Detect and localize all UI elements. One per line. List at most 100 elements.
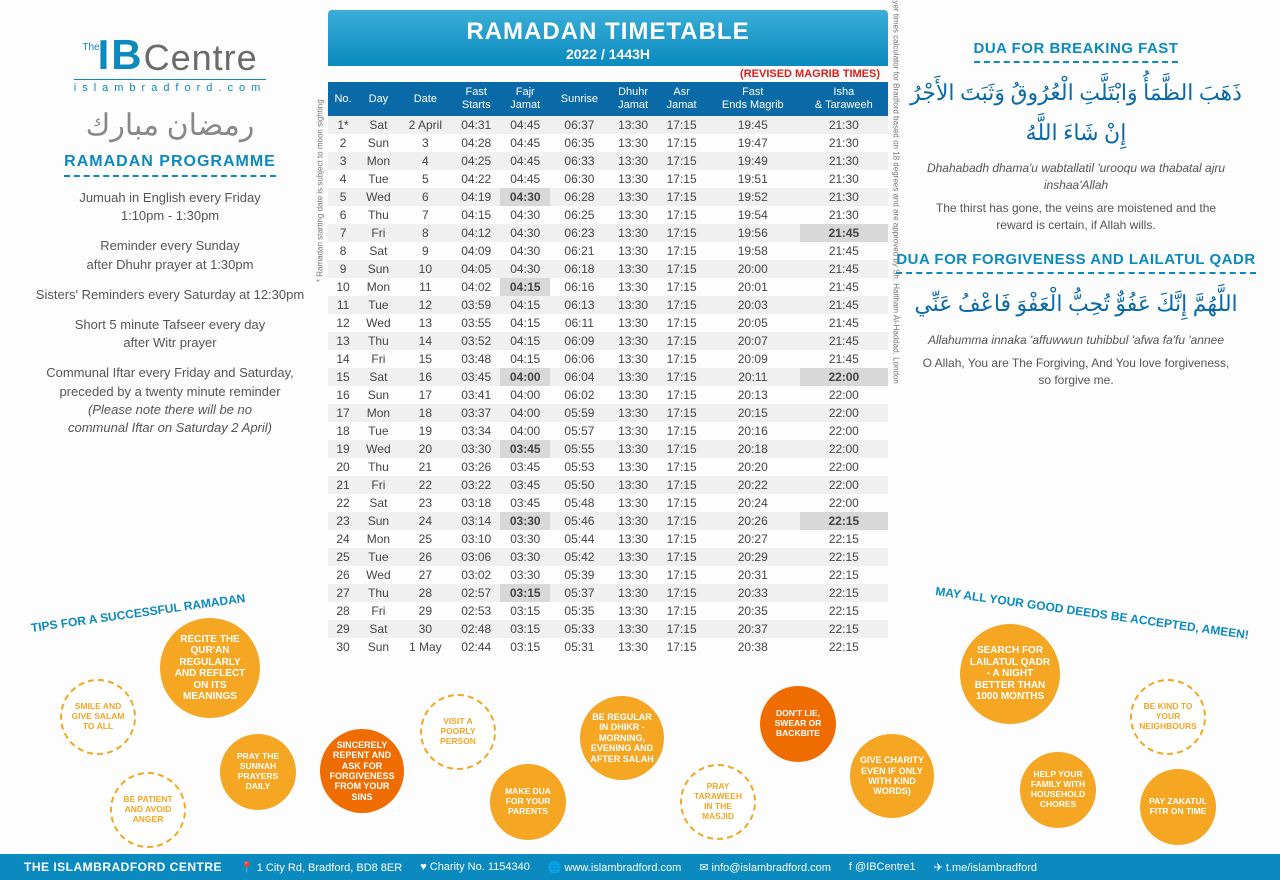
table-cell: Sat [358,242,399,260]
table-row: 22Sat2303:1803:4505:4813:3017:1520:2422:… [328,494,888,512]
table-cell: 20 [399,440,452,458]
table-cell: 17:15 [657,170,706,188]
programme-item: Communal Iftar every Friday and Saturday… [20,364,320,437]
footer-charity: ♥Charity No. 1154340 [420,861,530,873]
table-cell: 28 [399,584,452,602]
telegram-icon: ✈ [934,862,943,874]
table-cell: 04:28 [452,134,501,152]
table-cell: 04:15 [500,296,549,314]
footer-address: 📍1 City Rd, Bradford, BD8 8ER [240,861,402,874]
table-cell: 22:00 [800,458,888,476]
table-cell: 1* [328,116,358,134]
table-cell: Tue [358,548,399,566]
table-cell: 20:16 [706,422,800,440]
table-cell: 29 [399,602,452,620]
table-cell: 22:00 [800,386,888,404]
table-cell: 15 [328,368,358,386]
table-cell: 21:30 [800,134,888,152]
table-row: 16Sun1703:4104:0006:0213:3017:1520:1322:… [328,386,888,404]
table-cell: 13:30 [609,548,658,566]
table-cell: 19:58 [706,242,800,260]
table-cell: 06:06 [550,350,609,368]
table-cell: 06:23 [550,224,609,242]
table-row: 8Sat904:0904:3006:2113:3017:1519:5821:45 [328,242,888,260]
table-row: 6Thu704:1504:3006:2513:3017:1519:5421:30 [328,206,888,224]
table-cell: 17:15 [657,512,706,530]
table-cell: 21:30 [800,170,888,188]
table-cell: 05:46 [550,512,609,530]
table-cell: Fri [358,350,399,368]
table-cell: 04:45 [500,170,549,188]
table-cell: 06:37 [550,116,609,134]
table-cell: 05:55 [550,440,609,458]
table-cell: 23 [399,494,452,512]
table-cell: 17:15 [657,548,706,566]
table-header-cell: FajrJamat [500,82,549,116]
dua-breaking-translit: Dhahabadh dhama'u wabtallatil 'urooqu wa… [896,160,1256,194]
table-cell: 17:15 [657,494,706,512]
table-cell: 6 [399,188,452,206]
table-cell: 03:37 [452,404,501,422]
table-cell: 17 [399,386,452,404]
table-cell: Mon [358,152,399,170]
table-cell: 11 [399,278,452,296]
table-cell: 04:15 [500,332,549,350]
table-cell: 17:15 [657,116,706,134]
table-cell: 03:02 [452,566,501,584]
table-cell: 05:35 [550,602,609,620]
table-cell: 17:15 [657,530,706,548]
table-cell: 22:15 [800,548,888,566]
table-cell: 05:39 [550,566,609,584]
table-cell: 20:26 [706,512,800,530]
tips-section: TIPS FOR A SUCCESSFUL RAMADAN MAY ALL YO… [20,624,1260,854]
table-cell: 17:15 [657,224,706,242]
table-cell: 13:30 [609,242,658,260]
table-cell: 22:00 [800,368,888,386]
table-cell: 20:18 [706,440,800,458]
table-cell: 13:30 [609,440,658,458]
table-cell: 16 [328,386,358,404]
table-cell: 17:15 [657,314,706,332]
table-cell: 15 [399,350,452,368]
table-cell: 13:30 [609,386,658,404]
tip-bubble: PAY ZAKATUL FITR ON TIME [1140,769,1216,845]
footer-title: THE ISLAMBRADFORD CENTRE [24,860,222,874]
table-cell: 17:15 [657,422,706,440]
table-cell: 03:45 [500,458,549,476]
dua-breaking-english: The thirst has gone, the veins are moist… [896,200,1256,234]
table-cell: 5 [399,170,452,188]
table-cell: 06:09 [550,332,609,350]
table-cell: 13:30 [609,566,658,584]
table-cell: 03:14 [452,512,501,530]
table-cell: 19:54 [706,206,800,224]
table-cell: 04:30 [500,242,549,260]
dua-breaking-arabic: ذَهَبَ الظَّمَأُ وَابْتَلَّتِ الْعُرُوقُ… [896,73,1256,152]
left-column: The I B Centre islambradford.com رمضان م… [20,10,320,632]
table-cell: 22:00 [800,476,888,494]
table-cell: 20:05 [706,314,800,332]
table-cell: 17:15 [657,404,706,422]
table-cell: 20:29 [706,548,800,566]
table-row: 27Thu2802:5703:1505:3713:3017:1520:3322:… [328,584,888,602]
table-cell: 22:00 [800,440,888,458]
table-row: 18Tue1903:3404:0005:5713:3017:1520:1622:… [328,422,888,440]
table-cell: 13:30 [609,476,658,494]
table-cell: Fri [358,476,399,494]
revised-note: (REVISED MAGRIB TIMES) [328,66,888,82]
table-cell: 13:30 [609,188,658,206]
table-cell: 19 [328,440,358,458]
table-cell: 8 [328,242,358,260]
table-cell: 21:45 [800,296,888,314]
table-cell: 06:28 [550,188,609,206]
table-cell: 12 [399,296,452,314]
table-cell: 13:30 [609,494,658,512]
table-cell: 13:30 [609,350,658,368]
table-cell: 04:31 [452,116,501,134]
table-cell: Fri [358,224,399,242]
table-cell: Sat [358,368,399,386]
table-row: 24Mon2503:1003:3005:4413:3017:1520:2722:… [328,530,888,548]
table-cell: 17:15 [657,278,706,296]
table-cell: Thu [358,206,399,224]
table-cell: 22 [399,476,452,494]
table-cell: 13:30 [609,278,658,296]
